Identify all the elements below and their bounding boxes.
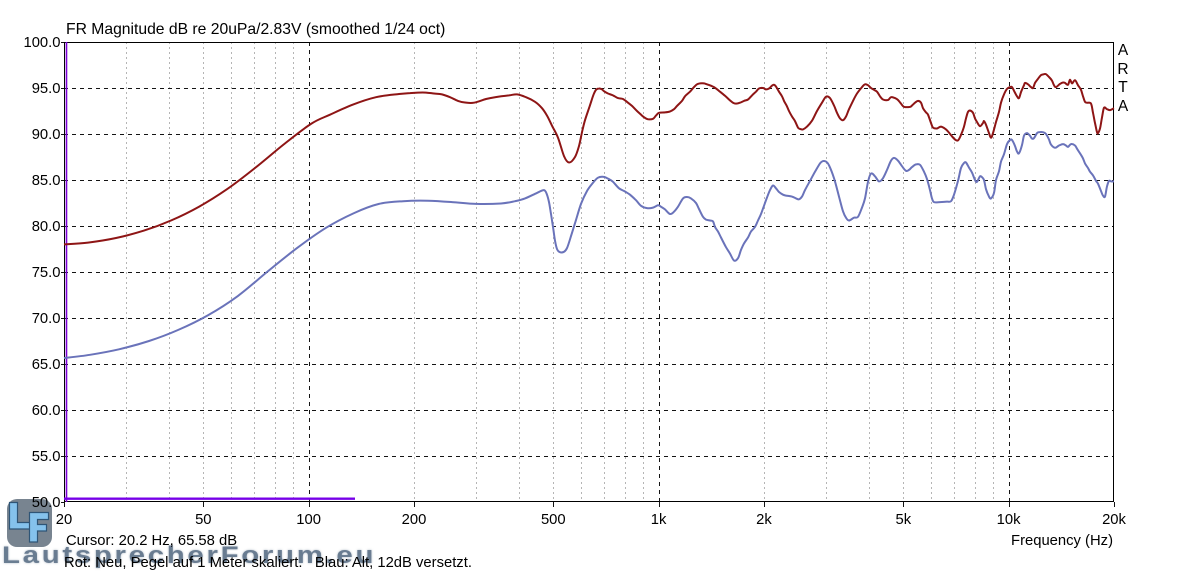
svg-text:50: 50 <box>195 512 211 528</box>
svg-text:75.0: 75.0 <box>32 265 61 281</box>
svg-text:60.0: 60.0 <box>32 403 61 419</box>
svg-text:500: 500 <box>541 512 566 528</box>
svg-text:90.0: 90.0 <box>32 127 61 143</box>
svg-text:A: A <box>1118 42 1129 59</box>
svg-text:200: 200 <box>402 512 427 528</box>
svg-text:100.0: 100.0 <box>23 35 60 51</box>
svg-text:1k: 1k <box>651 512 667 528</box>
svg-text:FR Magnitude dB re 20uPa/2.83V: FR Magnitude dB re 20uPa/2.83V (smoothed… <box>66 21 445 38</box>
svg-text:55.0: 55.0 <box>32 449 61 465</box>
svg-text:Rot: Neu, Pegel auf 1 Meter sk: Rot: Neu, Pegel auf 1 Meter skaliert. Bl… <box>64 555 472 571</box>
svg-text:Cursor: 20.2 Hz, 65.58 dB: Cursor: 20.2 Hz, 65.58 dB <box>66 533 237 549</box>
svg-text:5k: 5k <box>895 512 911 528</box>
svg-text:65.0: 65.0 <box>32 357 61 373</box>
svg-text:50.0: 50.0 <box>32 495 61 511</box>
svg-text:100: 100 <box>296 512 321 528</box>
svg-text:85.0: 85.0 <box>32 173 61 189</box>
svg-text:T: T <box>1118 79 1128 96</box>
svg-text:20: 20 <box>56 512 72 528</box>
svg-text:95.0: 95.0 <box>32 81 61 97</box>
svg-text:80.0: 80.0 <box>32 219 61 235</box>
svg-text:A: A <box>1118 98 1129 115</box>
svg-text:R: R <box>1117 61 1128 78</box>
svg-text:10k: 10k <box>997 512 1021 528</box>
svg-text:Frequency (Hz): Frequency (Hz) <box>1011 533 1113 549</box>
svg-text:20k: 20k <box>1102 512 1126 528</box>
svg-text:70.0: 70.0 <box>32 311 61 327</box>
svg-text:2k: 2k <box>756 512 772 528</box>
